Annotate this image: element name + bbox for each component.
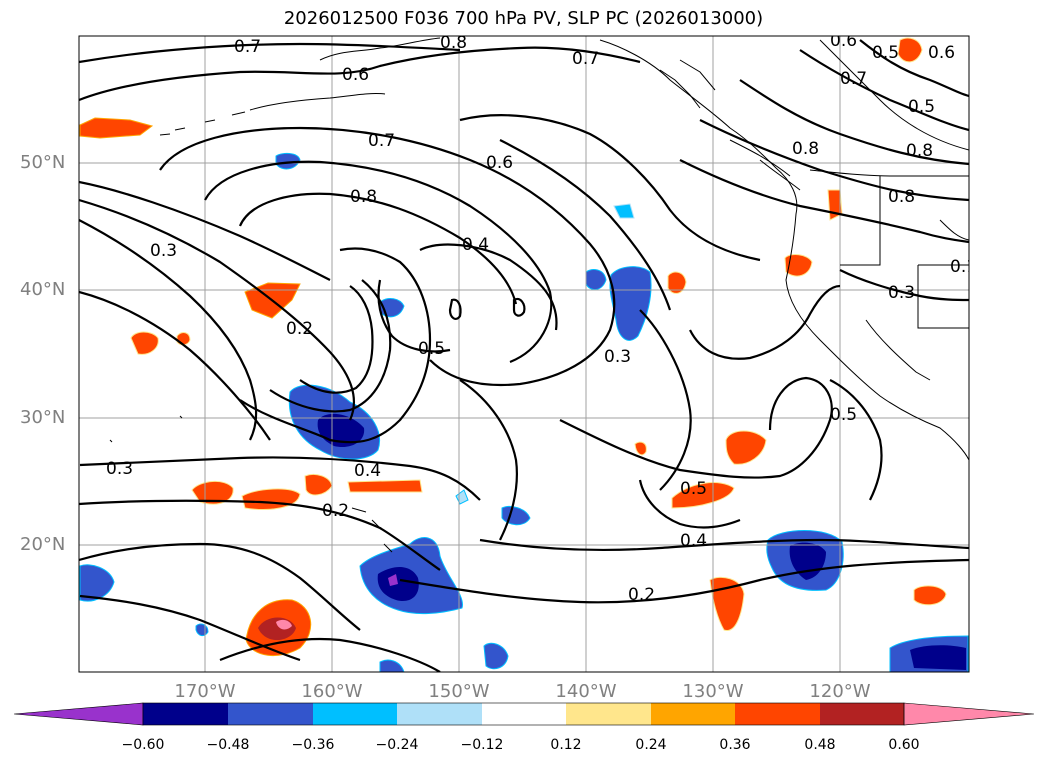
colorbar-segment — [735, 703, 820, 725]
colorbar-segment — [143, 703, 228, 725]
contour-label: 0.5 — [872, 43, 899, 63]
lon-label: 120°W — [809, 681, 871, 702]
contour-labels: 0.7 0.8 0.6 0.7 0.6 0.8 0.3 0.2 0.4 0.5 … — [106, 31, 977, 605]
colorbar-tick-label: −0.24 — [375, 737, 419, 753]
colorbar-tick-label: −0.12 — [460, 737, 504, 753]
colorbar-tick-label: −0.36 — [291, 737, 335, 753]
contour-label: 0.7 — [368, 131, 395, 151]
colorbar-tick-label: 0.48 — [804, 737, 836, 753]
contour-label: 0.8 — [888, 187, 915, 207]
contour-label: 0.8 — [350, 187, 377, 207]
colorbar-segment — [313, 703, 397, 725]
contour-label: 0.5 — [418, 339, 445, 359]
colorbar-tick-label: 0.36 — [719, 737, 751, 753]
lon-label: 150°W — [428, 681, 490, 702]
contour-label: 0.6 — [486, 153, 513, 173]
colorbar-segment — [397, 703, 482, 725]
colorbar-tick-label: −0.48 — [206, 737, 250, 753]
contour-label: 0.3 — [604, 347, 631, 367]
contour-label: 0.3 — [888, 283, 915, 303]
colorbar-segment — [566, 703, 651, 725]
contour-label: 0.2 — [286, 319, 313, 339]
lat-label: 30°N — [20, 407, 66, 428]
contour-label: 0.4 — [462, 235, 489, 255]
colorbar-tick-label: 0.12 — [550, 737, 582, 753]
coastlines — [109, 37, 969, 553]
map-plot-area: 0.7 0.8 0.6 0.7 0.6 0.8 0.3 0.2 0.4 0.5 … — [79, 31, 977, 672]
colorbar-segment — [228, 703, 313, 725]
contour-label: 0.6 — [928, 43, 955, 63]
contour-label: 0.5 — [908, 97, 935, 117]
contour-label: 0.5 — [830, 405, 857, 425]
lon-label: 140°W — [555, 681, 617, 702]
contour-label: 0.8 — [792, 139, 819, 159]
contour-label: 0.8 — [440, 33, 467, 53]
colorbar-tick-label: 0.60 — [888, 737, 920, 753]
lat-label: 50°N — [20, 152, 66, 173]
lon-label: 160°W — [301, 681, 363, 702]
colorbar — [13, 702, 1035, 726]
contour-label: 0.1 — [950, 257, 977, 277]
lat-label: 20°N — [20, 534, 66, 555]
colorbar-segment — [651, 703, 735, 725]
lon-label: 130°W — [682, 681, 744, 702]
contour-label: 0.6 — [342, 65, 369, 85]
contour-label: 0.4 — [354, 461, 381, 481]
colorbar-extend-low — [13, 702, 144, 726]
lon-label: 170°W — [174, 681, 236, 702]
lat-label: 40°N — [20, 279, 66, 300]
map-frame — [78, 35, 970, 673]
colorbar-tick-label: 0.24 — [635, 737, 667, 753]
contour-label: 0.6 — [830, 31, 857, 51]
colorbar-extend-high — [903, 702, 1035, 726]
contour-label: 0.3 — [150, 241, 177, 261]
contour-label: 0.8 — [906, 141, 933, 161]
contour-label: 0.7 — [840, 69, 867, 89]
contour-label: 0.5 — [680, 479, 707, 499]
contour-label: 0.2 — [628, 585, 655, 605]
contour-label: 0.4 — [680, 531, 707, 551]
map-title: 2026012500 F036 700 hPa PV, SLP PC (2026… — [283, 8, 764, 29]
slp-contours — [79, 39, 969, 672]
colorbar-segment — [482, 703, 566, 725]
pv-shading — [79, 37, 969, 672]
contour-label: 0.3 — [106, 459, 133, 479]
colorbar-tick-label: −0.60 — [121, 737, 165, 753]
contour-label: 0.2 — [322, 501, 349, 521]
contour-label: 0.7 — [234, 37, 261, 57]
colorbar-segment — [820, 703, 904, 725]
contour-label: 0.7 — [572, 49, 599, 69]
